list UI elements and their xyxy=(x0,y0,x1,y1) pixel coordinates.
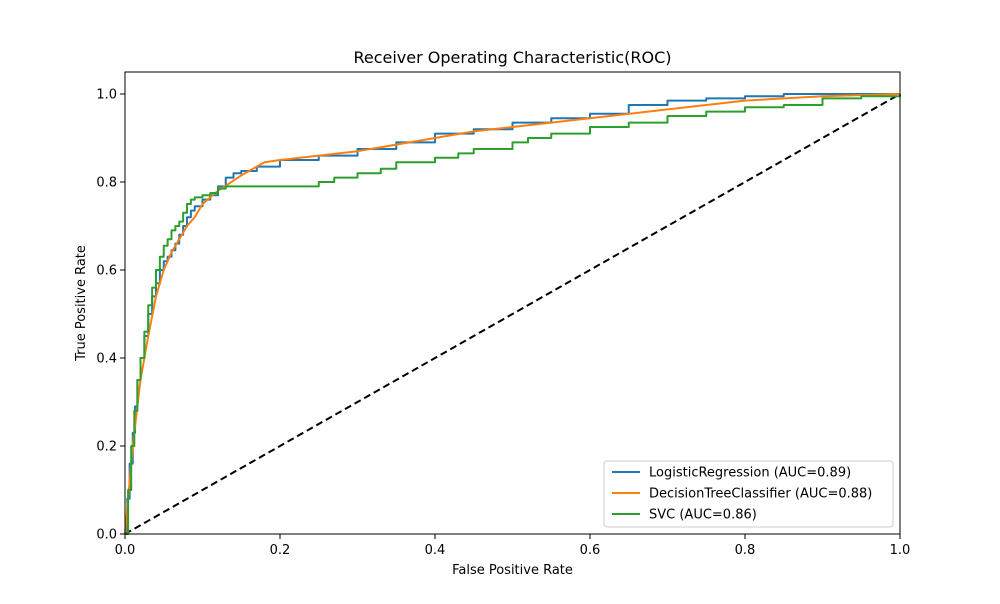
legend-box xyxy=(603,460,894,528)
y-tick-label: 0.8 xyxy=(96,176,117,191)
chart-title: Receiver Operating Characteristic(ROC) xyxy=(353,48,671,67)
x-tick-label: 0.6 xyxy=(580,543,601,558)
y-tick-label: 0.4 xyxy=(96,352,117,367)
y-tick-label: 0.6 xyxy=(96,264,117,279)
x-tick-label: 1.0 xyxy=(890,543,911,558)
y-axis-label: True Positive Rate xyxy=(74,245,89,362)
series-layer xyxy=(124,93,901,535)
x-tick-label: 0.0 xyxy=(115,543,136,558)
y-tick-label: 0.2 xyxy=(96,440,117,455)
chance-diagonal-line xyxy=(124,93,901,535)
x-tick-label: 0.2 xyxy=(270,543,291,558)
legend-entry-label: SVC (AUC=0.86) xyxy=(649,508,757,523)
legend-entry-label: LogisticRegression (AUC=0.89) xyxy=(649,466,851,481)
legend: LogisticRegression (AUC=0.89) DecisionTre… xyxy=(603,460,894,528)
x-tick-label: 0.4 xyxy=(425,543,446,558)
series-line-2 xyxy=(125,94,901,535)
y-tick-label: 1.0 xyxy=(96,88,117,103)
x-axis-ticks: 0.0 0.2 0.4 0.6 0.8 1.0 xyxy=(115,534,911,558)
y-axis-ticks: 0.0 0.2 0.4 0.6 0.8 1.0 xyxy=(96,88,125,543)
x-axis-label: False Positive Rate xyxy=(452,563,573,578)
legend-entry-label: DecisionTreeClassifier (AUC=0.88) xyxy=(649,487,872,502)
reference-line-layer xyxy=(124,93,901,535)
series-line-1 xyxy=(124,93,901,535)
x-tick-label: 0.8 xyxy=(735,543,756,558)
y-tick-label: 0.0 xyxy=(96,528,117,543)
plot-frame xyxy=(124,71,901,535)
